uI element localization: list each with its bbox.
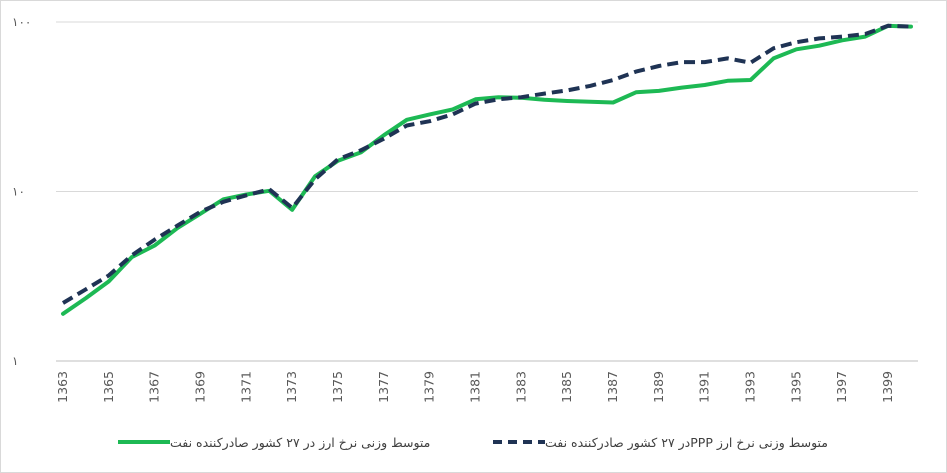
legend: متوسط وزنی نرخ ارز در ۲۷ کشور صادرکننده … bbox=[0, 430, 947, 454]
series-line-1 bbox=[61, 23, 913, 316]
y-axis-ticks: ۱ ۱۰ ۱۰۰ bbox=[12, 15, 31, 368]
x-tick-label: 1395 bbox=[788, 371, 803, 403]
x-tick-label: 1399 bbox=[880, 371, 895, 403]
x-tick-label: 1363 bbox=[55, 371, 70, 403]
legend-item-series-2: متوسط وزنی نرخ ارز PPPدر ۲۷ کشور صادرکنن… bbox=[485, 430, 828, 454]
legend-swatch-series-1 bbox=[118, 437, 170, 447]
x-tick-label: 1393 bbox=[743, 371, 758, 403]
x-tick-label: 1387 bbox=[605, 371, 620, 403]
x-axis-ticks: 1363 1365 1367 1369 1371 1373 1375 1377 1379 1381… bbox=[55, 371, 895, 403]
x-tick-label: 1369 bbox=[193, 371, 208, 403]
legend-item-series-1: متوسط وزنی نرخ ارز در ۲۷ کشور صادرکننده … bbox=[110, 430, 430, 454]
series-line-2 bbox=[61, 23, 912, 305]
legend-swatch-series-2 bbox=[493, 437, 545, 447]
x-tick-label: 1365 bbox=[101, 371, 116, 403]
x-tick-label: 1375 bbox=[330, 371, 345, 403]
y-tick-label: ۱۰۰ bbox=[12, 15, 31, 29]
x-tick-label: 1367 bbox=[147, 371, 162, 403]
x-tick-label: 1377 bbox=[376, 371, 391, 403]
x-tick-label: 1373 bbox=[284, 371, 299, 403]
x-tick-label: 1383 bbox=[513, 371, 528, 403]
gridlines bbox=[56, 21, 918, 362]
x-tick-label: 1379 bbox=[422, 371, 437, 403]
x-tick-label: 1385 bbox=[559, 371, 574, 403]
x-tick-label: 1389 bbox=[651, 371, 666, 403]
x-tick-label: 1381 bbox=[468, 371, 483, 403]
x-tick-label: 1371 bbox=[238, 371, 253, 403]
y-tick-label: ۱ bbox=[12, 354, 18, 368]
legend-label-series-2: متوسط وزنی نرخ ارز PPPدر ۲۷ کشور صادرکنن… bbox=[545, 434, 828, 450]
x-tick-label: 1391 bbox=[697, 371, 712, 403]
y-tick-label: ۱۰ bbox=[12, 185, 25, 199]
x-tick-label: 1397 bbox=[834, 371, 849, 403]
legend-label-series-1: متوسط وزنی نرخ ارز در ۲۷ کشور صادرکننده … bbox=[170, 434, 431, 450]
series-lines bbox=[61, 23, 913, 316]
